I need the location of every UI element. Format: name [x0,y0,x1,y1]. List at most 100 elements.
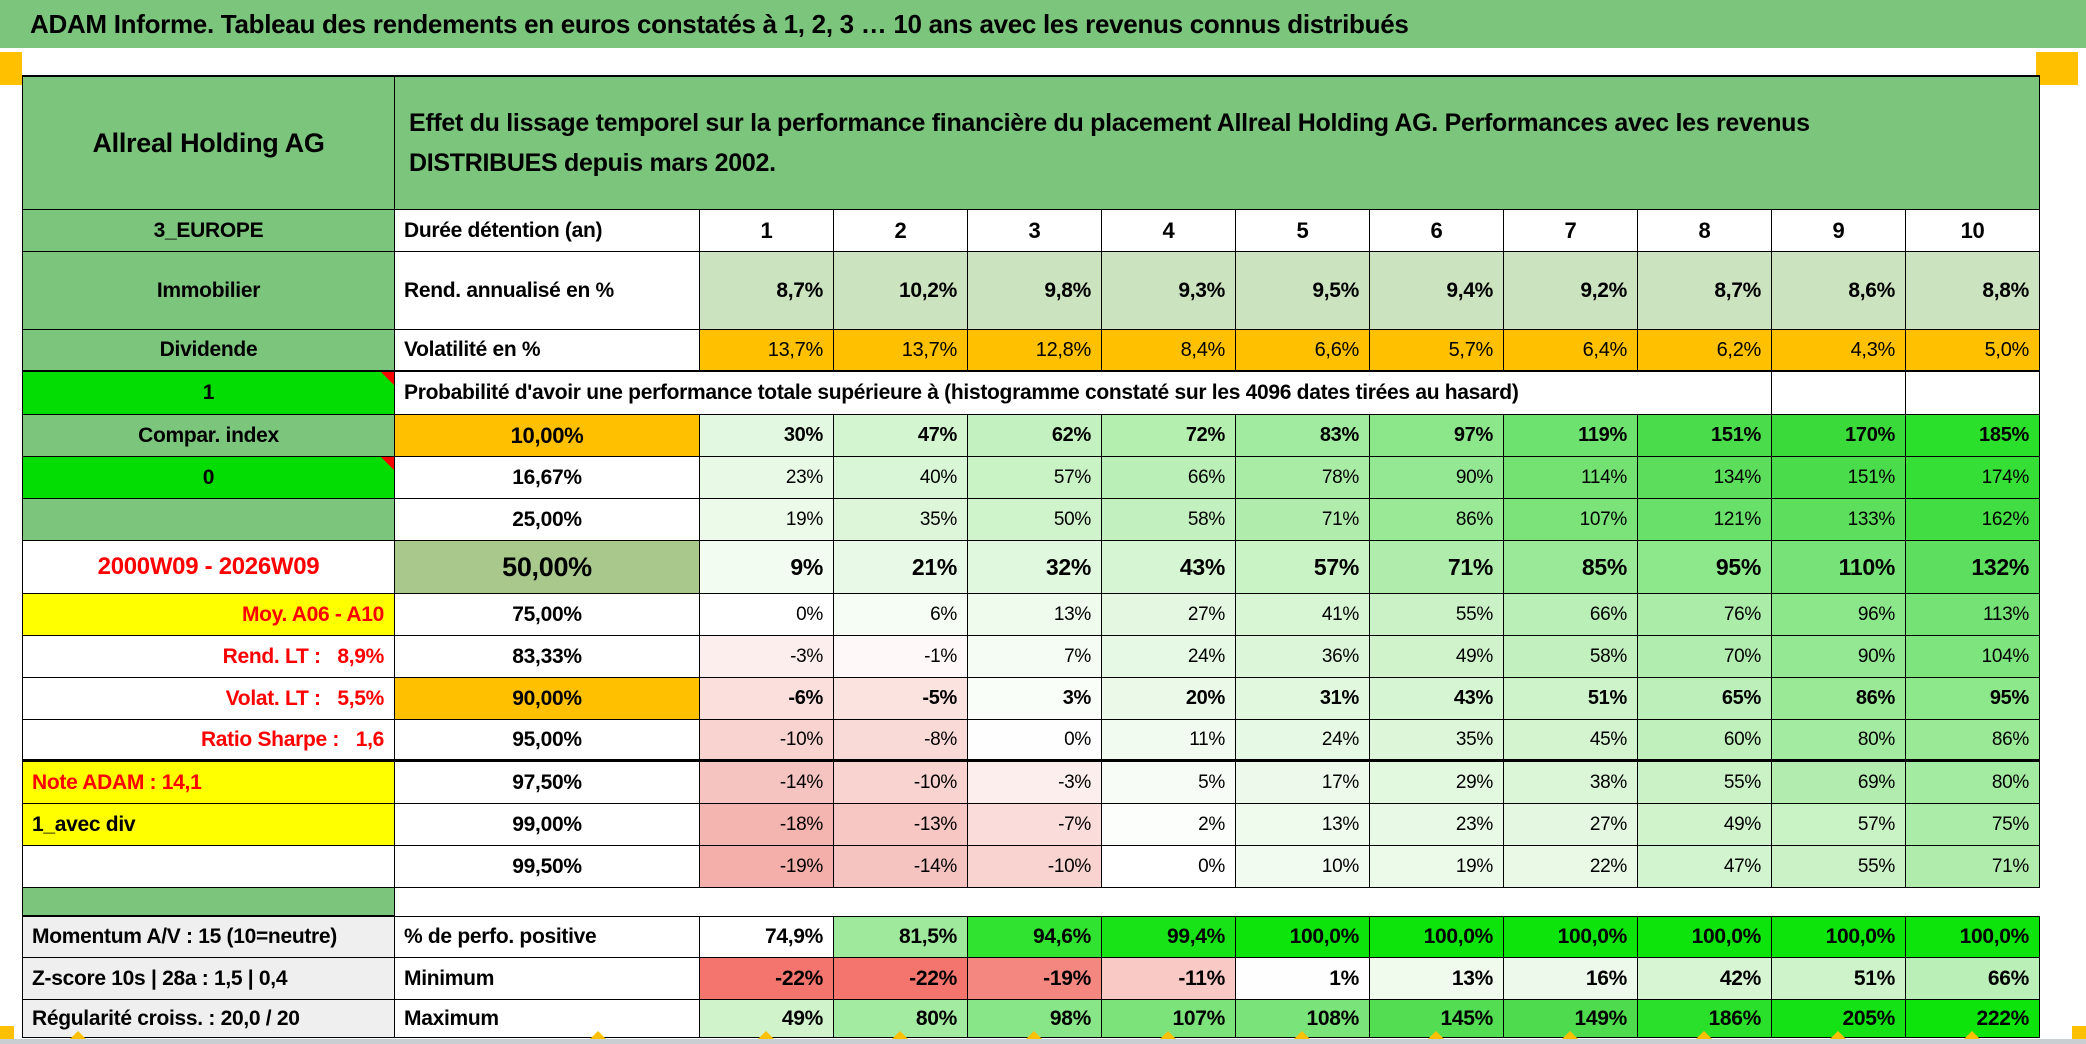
data-cell[interactable]: 70% [1638,636,1772,678]
data-cell[interactable]: 7% [968,636,1102,678]
data-cell[interactable]: 132% [1906,541,2040,594]
data-cell[interactable]: 6,6% [1236,330,1370,372]
data-cell[interactable]: -3% [968,762,1102,804]
row-label-b[interactable]: % de perfo. positive [395,916,700,958]
data-cell[interactable]: -7% [968,804,1102,846]
data-cell[interactable]: 13% [968,594,1102,636]
row-label-a[interactable]: Ratio Sharpe : 1,6 [22,720,395,762]
data-cell[interactable]: 8,7% [1638,252,1772,330]
data-cell[interactable]: 151% [1772,457,1906,499]
data-cell[interactable]: 76% [1638,594,1772,636]
data-cell[interactable]: 50% [968,499,1102,541]
data-cell[interactable]: 47% [1638,846,1772,888]
row-label-a[interactable]: 1_avec div [22,804,395,846]
data-cell[interactable]: 5,0% [1906,330,2040,372]
row-label-b[interactable]: 25,00% [395,499,700,541]
data-cell[interactable]: 8,6% [1772,252,1906,330]
data-cell[interactable]: 5% [1102,762,1236,804]
data-cell[interactable]: 32% [968,541,1102,594]
data-cell[interactable]: 23% [1370,804,1504,846]
data-cell[interactable]: -19% [700,846,834,888]
data-cell[interactable]: 95% [1638,541,1772,594]
data-cell[interactable]: 66% [1102,457,1236,499]
data-cell[interactable]: 85% [1504,541,1638,594]
data-cell[interactable]: 95% [1906,678,2040,720]
data-cell[interactable]: 83% [1236,415,1370,457]
data-cell[interactable]: 71% [1906,846,2040,888]
data-cell[interactable]: 10% [1236,846,1370,888]
data-cell[interactable]: -6% [700,678,834,720]
data-cell[interactable]: 134% [1638,457,1772,499]
data-cell[interactable]: -19% [968,958,1102,1000]
data-cell[interactable]: 8,7% [700,252,834,330]
data-cell[interactable]: 6% [834,594,968,636]
data-cell[interactable]: 10 [1906,210,2040,252]
data-cell[interactable]: 9,8% [968,252,1102,330]
data-cell[interactable]: -22% [700,958,834,1000]
data-cell[interactable]: 81,5% [834,916,968,958]
data-cell[interactable]: 107% [1504,499,1638,541]
data-cell[interactable]: 96% [1772,594,1906,636]
row-label-b[interactable]: 95,00% [395,720,700,762]
data-cell[interactable]: 114% [1504,457,1638,499]
data-cell[interactable]: 8,8% [1906,252,2040,330]
data-cell[interactable]: 55% [1370,594,1504,636]
data-cell[interactable]: 110% [1772,541,1906,594]
data-cell[interactable]: 86% [1370,499,1504,541]
data-cell[interactable]: -5% [834,678,968,720]
data-cell[interactable]: 86% [1772,678,1906,720]
data-cell[interactable]: 51% [1772,958,1906,1000]
data-cell[interactable]: 162% [1906,499,2040,541]
data-cell[interactable]: 35% [834,499,968,541]
data-cell[interactable]: -14% [700,762,834,804]
data-cell[interactable]: 5,7% [1370,330,1504,372]
data-cell[interactable]: 0% [700,594,834,636]
row-label-a[interactable]: 0 [22,457,395,499]
data-cell[interactable]: 13,7% [834,330,968,372]
data-cell[interactable]: 100,0% [1236,916,1370,958]
row-label-a[interactable]: Immobilier [22,252,395,330]
data-cell[interactable]: 19% [700,499,834,541]
data-cell[interactable]: 97% [1370,415,1504,457]
data-cell[interactable]: 71% [1236,499,1370,541]
data-cell[interactable]: -11% [1102,958,1236,1000]
row-label-a[interactable]: 2000W09 - 2026W09 [22,541,395,594]
row-label-a[interactable] [22,499,395,541]
data-cell[interactable]: 58% [1102,499,1236,541]
data-cell[interactable]: 43% [1370,678,1504,720]
data-cell[interactable]: 174% [1906,457,2040,499]
data-cell[interactable]: 9,2% [1504,252,1638,330]
data-cell[interactable]: 21% [834,541,968,594]
data-cell[interactable]: 16% [1504,958,1638,1000]
data-cell[interactable]: -10% [700,720,834,762]
data-cell[interactable]: 9 [1772,210,1906,252]
data-cell[interactable]: 113% [1906,594,2040,636]
data-cell[interactable]: 30% [700,415,834,457]
row-label-b[interactable]: 50,00% [395,541,700,594]
data-cell[interactable]: 170% [1772,415,1906,457]
row-label-b[interactable]: 90,00% [395,678,700,720]
data-cell[interactable]: 100,0% [1370,916,1504,958]
data-cell[interactable]: 62% [968,415,1102,457]
data-cell[interactable]: 24% [1102,636,1236,678]
data-cell[interactable]: 186% [1638,1000,1772,1038]
row-label-b[interactable]: 97,50% [395,762,700,804]
data-cell[interactable]: -1% [834,636,968,678]
row-label-a[interactable]: Moy. A06 - A10 [22,594,395,636]
data-cell[interactable]: 57% [1236,541,1370,594]
data-cell[interactable]: 0% [1102,846,1236,888]
data-cell[interactable]: 11% [1102,720,1236,762]
row-label-b[interactable]: 10,00% [395,415,700,457]
row-label-a[interactable]: Momentum A/V : 15 (10=neutre) [22,916,395,958]
data-cell[interactable]: 6,2% [1638,330,1772,372]
row-label-b[interactable]: Volatilité en % [395,330,700,372]
data-cell[interactable]: 31% [1236,678,1370,720]
row-label-a[interactable]: Z-score 10s | 28a : 1,5 | 0,4 [22,958,395,1000]
empty-cell[interactable] [1772,372,1906,415]
data-cell[interactable]: 80% [1906,762,2040,804]
row-label-a[interactable]: 1 [22,372,395,415]
data-cell[interactable]: 9,3% [1102,252,1236,330]
row-label-a[interactable]: Dividende [22,330,395,372]
row-label-a[interactable] [22,888,395,916]
data-cell[interactable]: 8 [1638,210,1772,252]
